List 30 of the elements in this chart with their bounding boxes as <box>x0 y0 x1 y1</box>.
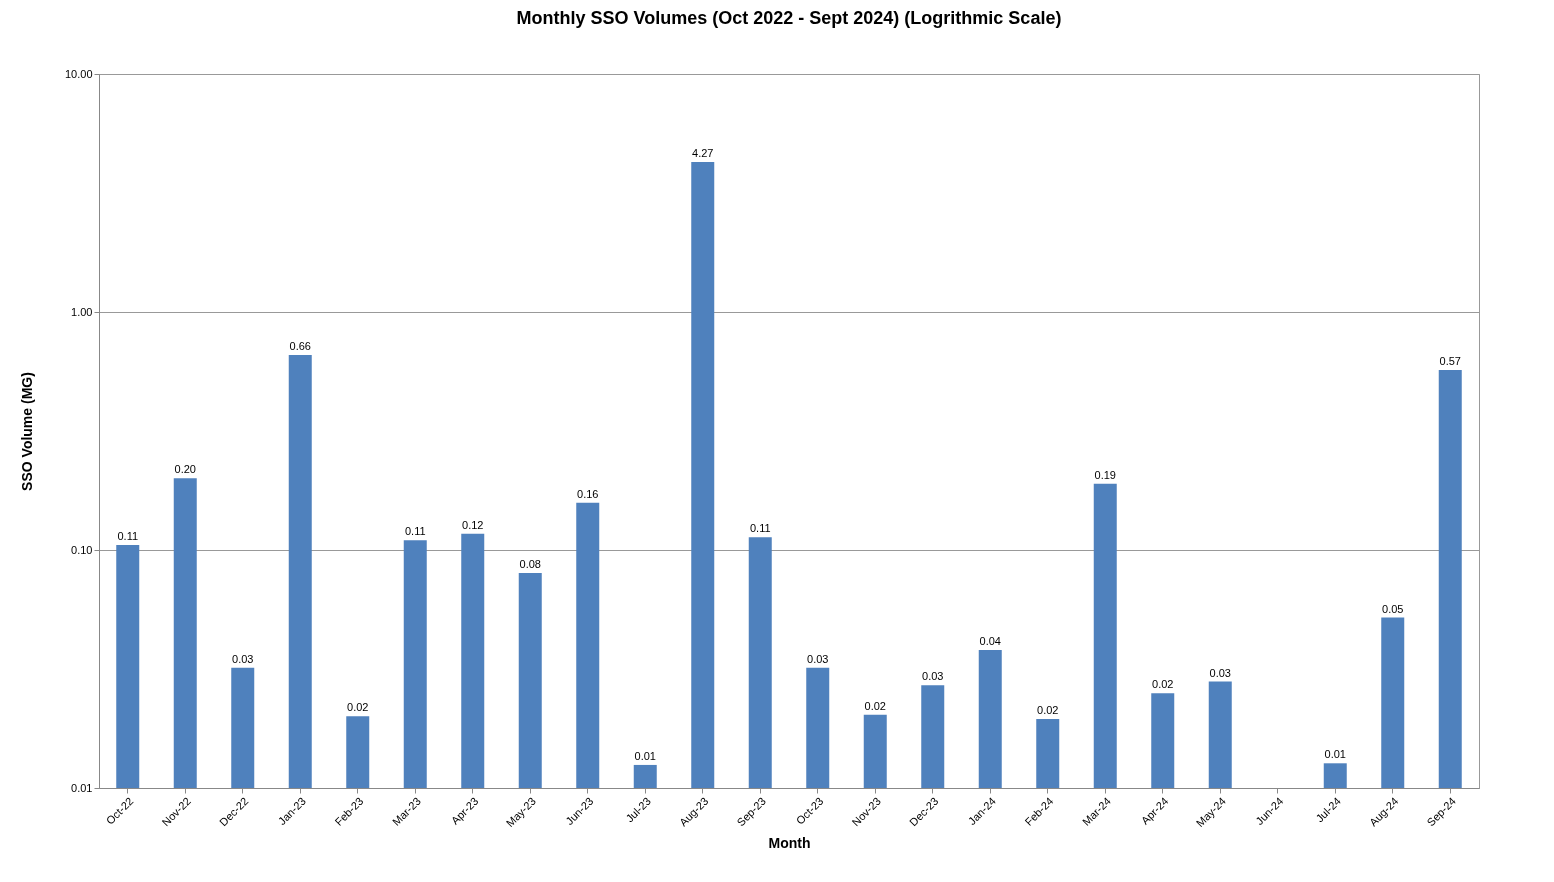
y-tick-label: 0.01 <box>71 781 93 794</box>
data-label: 0.08 <box>519 558 541 571</box>
data-label: 0.20 <box>174 463 196 476</box>
data-label: 0.02 <box>1037 703 1059 716</box>
data-label: 0.57 <box>1439 355 1461 368</box>
data-label: 0.03 <box>922 670 944 683</box>
data-label: 0.03 <box>1209 666 1231 679</box>
data-label: 0.66 <box>289 339 311 352</box>
data-label: 0.03 <box>232 652 254 665</box>
y-tick-label: 10.00 <box>64 67 93 80</box>
x-axis-title: Month <box>768 835 811 852</box>
data-label: 0.02 <box>1152 678 1174 691</box>
data-label: 0.04 <box>979 635 1001 648</box>
data-label: 0.16 <box>577 487 599 500</box>
data-label: 0.19 <box>1094 468 1116 481</box>
data-label: 0.01 <box>634 749 656 762</box>
data-label: 4.27 <box>692 146 714 159</box>
data-label: 0.03 <box>807 652 829 665</box>
data-label: 0.12 <box>462 518 484 531</box>
y-tick-label: 1.00 <box>71 305 93 318</box>
y-tick-label: 0.10 <box>71 543 93 556</box>
data-label: 0.02 <box>347 701 369 714</box>
y-axis-title: SSO Volume (MG) <box>18 372 35 491</box>
data-label: 0.01 <box>1324 748 1346 761</box>
chart-title: Monthly SSO Volumes (Oct 2022 - Sept 2024) (Logrithmic Scale) <box>516 8 1062 28</box>
data-label: 0.11 <box>404 525 426 538</box>
data-label: 0.02 <box>864 699 886 712</box>
data-label: 0.05 <box>1382 602 1404 615</box>
data-label: 0.11 <box>117 529 139 542</box>
data-label: 0.11 <box>749 522 771 535</box>
